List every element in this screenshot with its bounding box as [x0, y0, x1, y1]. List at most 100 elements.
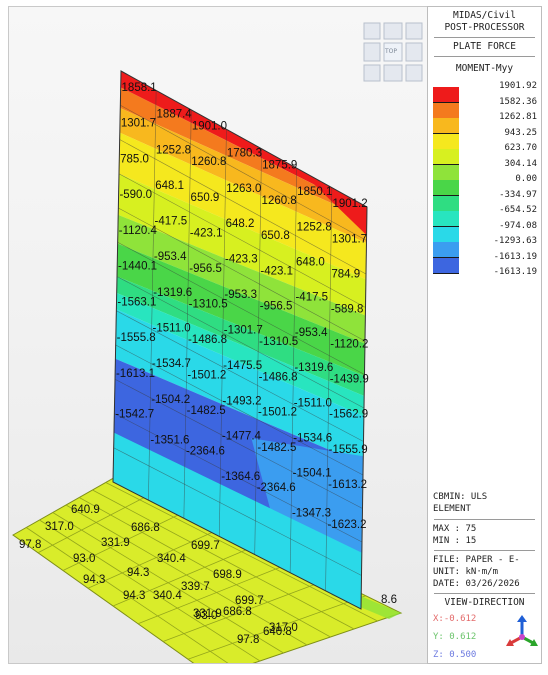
- wall-value-label: 650.8: [261, 230, 290, 242]
- wall-value-label: -589.8: [331, 303, 364, 315]
- slab-value-label: 686.8: [131, 522, 160, 534]
- wall-value-label: -1319.6: [153, 287, 192, 299]
- slab-value-label: 317.0: [45, 521, 74, 533]
- slab-value-label: 698.9: [213, 569, 242, 581]
- wall-value-label: -2364.6: [257, 482, 296, 494]
- wall-value-label: -1511.0: [153, 323, 191, 335]
- wall-value-label: -953.4: [295, 327, 328, 339]
- legend-swatch: [433, 87, 459, 103]
- contour-band: [120, 87, 367, 220]
- wall-value-label: -1439.9: [330, 374, 369, 386]
- wall-value-label: 1301.7: [332, 233, 367, 245]
- slab-value-label: 331.9: [101, 537, 130, 549]
- legend-swatch: [433, 118, 459, 134]
- contour-band: [119, 132, 367, 280]
- contour-band: [120, 71, 368, 212]
- legend-value: 623.70: [504, 143, 537, 153]
- wall-value-label: -1319.6: [294, 362, 333, 374]
- slab-value-label: 93.0: [195, 610, 217, 622]
- slab-values: 640.9686.8699.7317.0331.9340.4698.997.89…: [19, 504, 397, 646]
- wall-value-label: -1562.9: [329, 409, 368, 421]
- view-cube[interactable]: TOP: [362, 21, 424, 83]
- wall-value-label: -1475.5: [223, 360, 262, 372]
- legend-value: -1293.63: [493, 236, 537, 246]
- legend-value: 1262.81: [499, 112, 537, 122]
- wall-value-label: 1850.1: [297, 186, 332, 198]
- app-name: MIDAS/Civil: [453, 10, 516, 21]
- contour-band: [115, 309, 364, 465]
- view-y: Y: 0.612: [433, 632, 477, 642]
- legend-value: -334.97: [499, 189, 537, 200]
- wall-value-label: 650.9: [191, 192, 220, 204]
- wall-value-label: 1263.0: [226, 183, 261, 195]
- wall-value-label: -1542.7: [115, 409, 154, 421]
- wall-value-label: 1252.8: [297, 221, 332, 233]
- contour-band: [298, 168, 367, 236]
- legend-value-min: -1613.19: [493, 267, 537, 277]
- legend-value: -1613.19: [493, 251, 537, 262]
- slab-value-label: 94.3: [83, 574, 105, 586]
- wall-value-label: 648.2: [226, 218, 255, 230]
- wall-value-label: -953.3: [224, 289, 257, 301]
- wall-value-label: -1613.1: [116, 368, 155, 380]
- file-name: FILE: PAPER - E-: [433, 555, 520, 565]
- legend-swatch: [433, 133, 459, 150]
- wall-contour[interactable]: [112, 70, 368, 610]
- wall-value-label: 1780.3: [227, 147, 262, 159]
- wall-value-label: -417.5: [155, 216, 188, 228]
- wall-value-label: -1486.8: [188, 334, 227, 346]
- wall-value-label: -1501.2: [187, 369, 226, 381]
- min-element: MIN : 15: [433, 536, 477, 546]
- contour-band: [116, 292, 365, 417]
- wall-value-label: -1534.7: [152, 358, 191, 370]
- wall-value-label: 1875.9: [262, 159, 297, 171]
- view-direction-label: VIEW-DIRECTION: [444, 597, 525, 608]
- wall-value-label: 1901.0: [192, 121, 227, 133]
- legend-swatch: [433, 180, 459, 196]
- slab-value-label: 97.8: [19, 539, 41, 551]
- wall-value-label: 1887.4: [157, 109, 193, 121]
- view-z: Z: 0.500: [433, 650, 477, 660]
- wall-value-label: 785.0: [120, 153, 149, 165]
- legend-swatch: [433, 102, 459, 119]
- model-viewport[interactable]: 1858.1 1887.4 1901.0 1780.3 1875.9 1850.1 1901…: [8, 6, 428, 664]
- element-label: ELEMENT: [433, 504, 471, 514]
- legend-swatch: [433, 257, 459, 274]
- wall-value-label: -1493.2: [223, 395, 262, 407]
- slab-edge-value: 8.6: [381, 594, 397, 606]
- legend-value: -654.52: [499, 205, 537, 215]
- slab-value-label: 331.9: [193, 608, 222, 620]
- legend-swatch: [433, 226, 459, 243]
- wall-value-label: 1260.8: [262, 195, 297, 207]
- view-x: X:-0.612: [433, 614, 477, 624]
- cbmin-label: CBMIN: ULS: [433, 492, 488, 502]
- slab-value-label: 93.0: [73, 553, 95, 565]
- wall-value-label: -1511.0: [294, 397, 332, 409]
- wall-value-label: -1351.6: [150, 434, 189, 446]
- slab-value-label: 686.8: [223, 606, 252, 618]
- wall-value-label: -1555.8: [117, 332, 156, 344]
- wall-value-label: -1482.5: [187, 405, 226, 417]
- legend-swatch: [433, 211, 459, 227]
- wall-value-label: -1477.4: [222, 431, 262, 443]
- wall-value-label: -1504.1: [293, 468, 332, 480]
- wall-value-label: -1555.9: [329, 444, 368, 456]
- wall-value-label: -1120.4: [119, 225, 158, 237]
- wall-value-label: -417.5: [295, 292, 328, 304]
- slab-value-label: 339.7: [181, 581, 210, 593]
- legend-value: 1582.36: [499, 96, 537, 107]
- slab-value-label: 640.8: [263, 626, 292, 638]
- max-element: MAX : 75: [433, 524, 477, 534]
- contour-band: [118, 173, 366, 316]
- slab-value-label: 94.3: [123, 590, 145, 602]
- wall-value-label: -1310.5: [259, 336, 298, 348]
- wall-value-label: 1260.8: [191, 156, 226, 168]
- wall-value-label: -1347.3: [292, 508, 331, 520]
- wall-value-label: -590.0: [119, 189, 152, 201]
- wall-value-label: -956.5: [260, 301, 293, 313]
- legend-swatch: [433, 195, 459, 212]
- view-cube-top-label: TOP: [385, 48, 398, 55]
